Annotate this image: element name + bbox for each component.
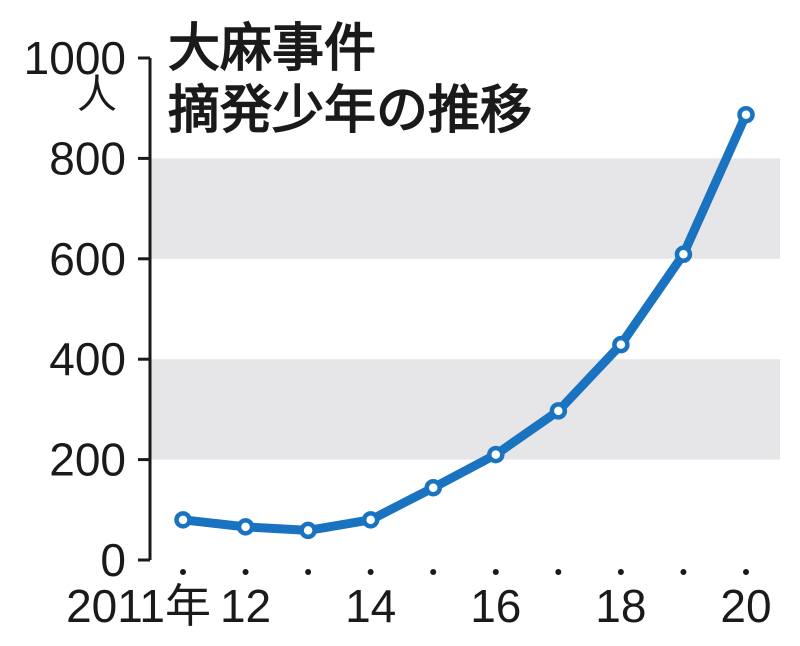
data-point bbox=[487, 445, 505, 464]
y-tick-label: 400 bbox=[49, 333, 126, 385]
x-tick-dot bbox=[743, 569, 749, 575]
shaded-band bbox=[150, 158, 780, 259]
series-line bbox=[178, 110, 751, 535]
data-point bbox=[236, 518, 255, 536]
x-tick-label: 16 bbox=[470, 580, 521, 632]
data-point bbox=[299, 521, 317, 540]
x-tick-label: 20 bbox=[720, 580, 771, 632]
x-tick-dot bbox=[492, 569, 499, 575]
x-tick-dot bbox=[305, 569, 312, 575]
y-tick-label: 200 bbox=[49, 434, 126, 486]
x-tick-label: 2011年 bbox=[66, 580, 211, 632]
data-point bbox=[424, 478, 442, 497]
x-tick-dot bbox=[555, 569, 562, 575]
x-tick-dot bbox=[617, 569, 624, 575]
x-tick-dot bbox=[430, 569, 437, 575]
x-tick-dot bbox=[242, 569, 249, 575]
x-tick-label: 18 bbox=[595, 580, 646, 632]
shaded-bands bbox=[150, 158, 780, 460]
chart-title-line-1: 大麻事件 bbox=[168, 19, 376, 79]
x-tick-label: 14 bbox=[345, 580, 396, 632]
y-tick-label: 0 bbox=[100, 534, 126, 586]
y-axis: 0 200 400 600 800 1000 bbox=[24, 32, 152, 586]
data-point bbox=[549, 402, 568, 420]
chart-title-line-2: 摘発少年の推移 bbox=[168, 81, 532, 141]
x-axis: 2011年 12 14 16 18 20 bbox=[66, 569, 772, 632]
data-point bbox=[737, 105, 755, 124]
x-tick-dot bbox=[180, 569, 186, 575]
y-tick-label: 600 bbox=[49, 233, 126, 285]
x-tick-label: 12 bbox=[220, 580, 271, 632]
data-point bbox=[361, 511, 380, 529]
data-point bbox=[174, 511, 192, 529]
y-tick-label: 1000 bbox=[24, 32, 126, 84]
series-lines bbox=[178, 110, 751, 535]
y-tick-label: 800 bbox=[49, 132, 126, 184]
data-points bbox=[174, 105, 755, 540]
data-point bbox=[612, 335, 630, 354]
x-tick-dot bbox=[680, 569, 687, 575]
y-axis-unit: 人 bbox=[77, 72, 117, 118]
data-point bbox=[674, 245, 693, 264]
shaded-band bbox=[150, 359, 780, 460]
x-tick-dot bbox=[367, 569, 374, 575]
